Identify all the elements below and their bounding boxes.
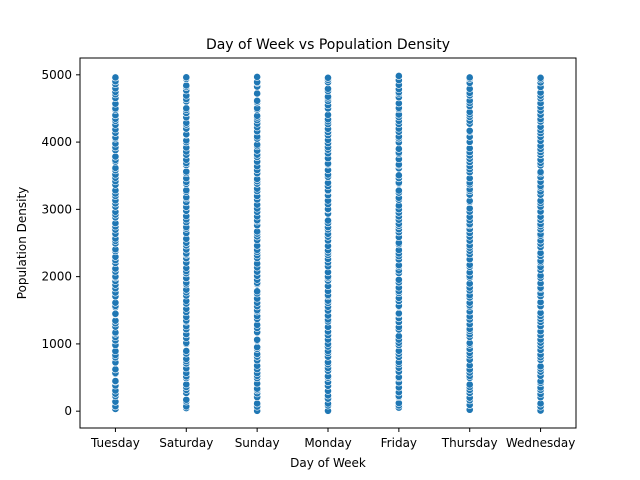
data-point xyxy=(394,72,403,80)
y-tick-label: 5000 xyxy=(41,68,72,82)
x-tick-label: Thursday xyxy=(441,436,498,450)
data-point xyxy=(394,309,403,318)
data-point xyxy=(253,89,262,98)
data-point xyxy=(253,343,262,352)
data-point xyxy=(253,287,262,296)
data-point xyxy=(111,377,120,385)
data-point xyxy=(253,73,262,81)
data-point xyxy=(394,332,403,340)
y-tick-label: 2000 xyxy=(41,270,72,284)
data-point xyxy=(324,73,332,82)
data-point xyxy=(182,167,191,176)
data-point xyxy=(182,73,191,82)
data-point xyxy=(253,96,262,105)
x-tick-label: Tuesday xyxy=(90,436,140,450)
data-point xyxy=(465,73,474,82)
x-axis-label: Day of Week xyxy=(290,456,366,470)
y-axis-label: Population Density xyxy=(15,187,29,299)
data-point xyxy=(394,144,403,153)
data-point xyxy=(394,171,403,180)
data-point xyxy=(182,81,191,90)
data-point xyxy=(111,365,120,374)
data-point xyxy=(253,335,262,344)
data-point xyxy=(324,216,332,225)
data-point xyxy=(536,362,545,371)
data-point xyxy=(182,395,191,404)
data-point xyxy=(536,168,545,176)
data-point xyxy=(394,186,403,195)
data-point xyxy=(324,84,332,93)
y-tick-label: 1000 xyxy=(41,337,72,351)
x-tick-label: Saturday xyxy=(159,436,213,450)
y-tick-label: 3000 xyxy=(41,202,72,216)
data-point xyxy=(111,73,120,82)
data-point xyxy=(182,104,191,113)
x-tick-label: Wednesday xyxy=(506,436,575,450)
x-tick-label: Monday xyxy=(304,436,351,450)
data-point xyxy=(536,73,545,82)
y-tick-label: 0 xyxy=(64,404,72,418)
data-point xyxy=(394,275,403,284)
data-point xyxy=(465,126,474,135)
data-point xyxy=(111,152,120,161)
points-layer xyxy=(111,72,545,415)
x-tick-label: Sunday xyxy=(235,436,280,450)
x-tick-label: Friday xyxy=(381,436,417,450)
data-point xyxy=(465,380,474,389)
data-point xyxy=(182,347,191,355)
data-point xyxy=(111,309,120,318)
y-tick-label: 4000 xyxy=(41,135,72,149)
y-axis: 0 1000 2000 3000 4000 5000 xyxy=(41,68,80,418)
x-axis: Tuesday Saturday Sunday Monday Friday Thursda… xyxy=(90,428,575,450)
chart-title: Day of Week vs Population Density xyxy=(206,37,450,53)
